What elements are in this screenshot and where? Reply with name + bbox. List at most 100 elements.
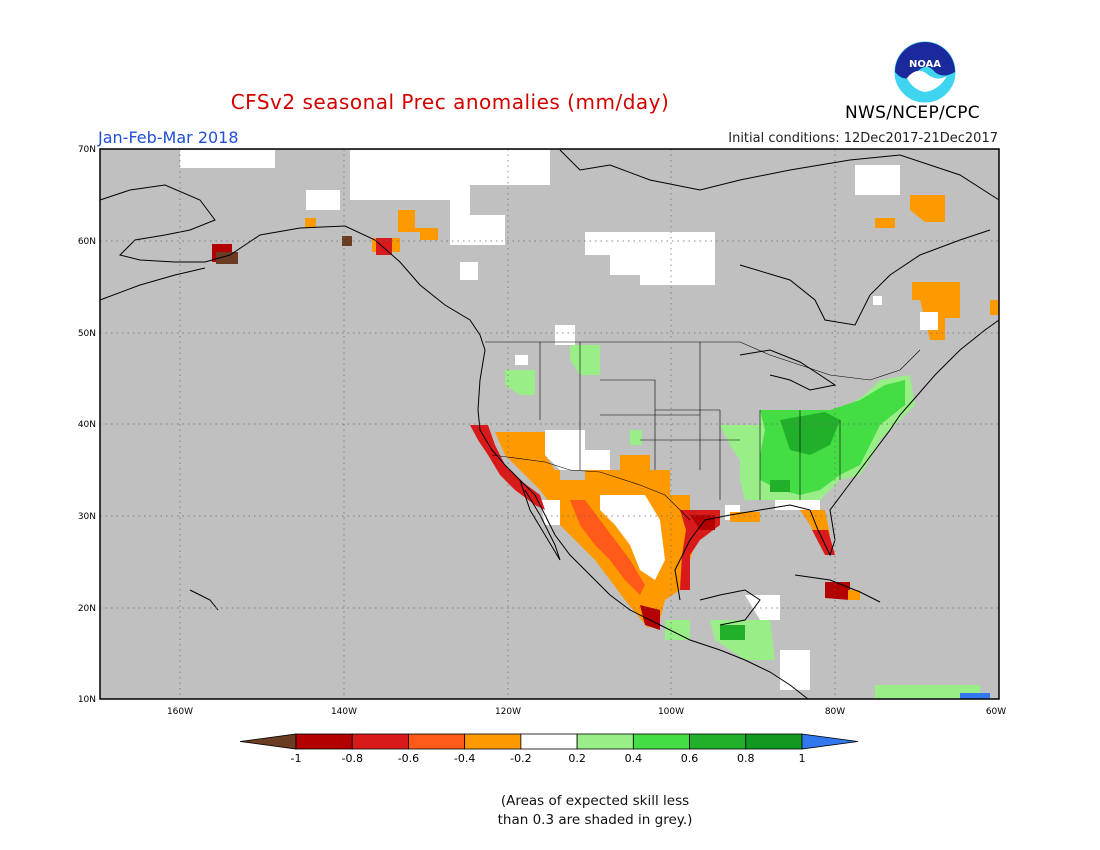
anomaly-orange-region [910, 195, 945, 222]
colorbar-tick-label: -1 [291, 752, 302, 765]
lat-label: 70N [78, 145, 96, 155]
anomaly-blue-region [960, 693, 990, 699]
lon-axis: 160W 140W 120W 100W 80W 60W [167, 707, 1006, 717]
anomaly-orange-region [305, 218, 316, 228]
chart-title: CFSv2 seasonal Prec anomalies (mm/day) [230, 90, 670, 114]
anomaly-green-light [875, 685, 980, 699]
anomaly-white-region [555, 325, 575, 345]
anomaly-green-mid [720, 625, 745, 640]
anomaly-brown-region [342, 236, 352, 246]
lat-label: 60N [78, 237, 96, 247]
anomaly-white-region [780, 650, 810, 690]
colorbar-arrow-low [239, 733, 297, 750]
state-borders [539, 342, 841, 500]
lat-label: 40N [78, 420, 96, 430]
footnote-line: (Areas of expected skill less [500, 793, 690, 809]
footnote-line: than 0.3 are shaded in grey.) [497, 812, 693, 828]
graticule [100, 149, 999, 699]
anomaly-green-dark [770, 480, 790, 492]
anomaly-green-light [505, 370, 535, 395]
anomaly-layer [180, 150, 999, 699]
colorbar-swatch [464, 733, 522, 750]
colorbar-tick-label: -0.4 [454, 752, 475, 765]
anomaly-white-region [350, 150, 550, 245]
lat-label: 30N [78, 512, 96, 522]
colorbar-swatch [689, 733, 747, 750]
coastline-hawaii [189, 589, 219, 611]
anomaly-red-region [570, 500, 645, 595]
coastline-yucatan [699, 589, 761, 626]
anomaly-white-region [745, 595, 780, 620]
lon-label: 60W [986, 707, 1006, 717]
us-mexico-border [491, 454, 691, 521]
colorbar-tick-label: -0.8 [341, 752, 362, 765]
colorbar-swatch [351, 733, 409, 750]
initial-conditions: Initial conditions: 12Dec2017-21Dec2017 [728, 131, 998, 146]
lon-label: 100W [658, 707, 684, 717]
anomaly-orange-region [730, 512, 760, 522]
anomaly-green-light [665, 620, 690, 640]
anomaly-white-region [855, 165, 900, 195]
political-borders [485, 341, 921, 521]
anomaly-orange-region [848, 590, 860, 600]
anomaly-white-region [540, 500, 560, 525]
skill-footnote: (Areas of expected skill less than 0.3 a… [0, 792, 1100, 830]
anomaly-orange-region [990, 300, 999, 315]
colorbar-tick-label: -0.6 [398, 752, 419, 765]
coastline-great-lakes [739, 349, 837, 391]
anomaly-orange-region [912, 282, 960, 340]
coastline-arctic [559, 149, 1000, 201]
anomaly-white-region [515, 355, 528, 365]
coastline-hudson-bay [739, 229, 991, 326]
coastline-west-coast [477, 349, 809, 700]
lat-label: 20N [78, 604, 96, 614]
colorbar-tick-label: 0.6 [681, 752, 699, 765]
anomaly-white-region [920, 312, 938, 330]
coastline-alaska [99, 184, 486, 351]
colorbar-swatch [576, 733, 634, 750]
anomaly-orange-region [875, 218, 895, 228]
us-canada-border [485, 341, 921, 381]
anomaly-white-region [600, 495, 665, 580]
anomaly-white-region [460, 262, 478, 280]
coastline-aleutians [99, 267, 206, 301]
colorbar-tick-label: 0.4 [625, 752, 643, 765]
lon-label: 120W [495, 707, 521, 717]
anomaly-green-dark [780, 412, 840, 455]
coastlines [99, 149, 1000, 700]
colorbar-tick-label: 0.8 [737, 752, 755, 765]
colorbar-swatch [408, 733, 466, 750]
colorbar: -1 -0.8 -0.6 -0.4 -0.2 0.2 0.4 0.6 0.8 1 [239, 733, 859, 765]
lat-axis: 70N 60N 50N 40N 30N 20N 10N [78, 145, 96, 705]
anomaly-green-light [570, 345, 600, 375]
anomaly-red-region [376, 238, 392, 255]
agency-label: NWS/NCEP/CPC [845, 103, 980, 123]
coastline-cuba [794, 574, 881, 603]
lat-label: 10N [78, 695, 96, 705]
lat-label: 50N [78, 329, 96, 339]
map-frame [99, 148, 1000, 700]
lon-label: 160W [167, 707, 193, 717]
anomaly-orange-region [398, 210, 438, 240]
colorbar-swatch [632, 733, 690, 750]
anomaly-white-region [306, 190, 340, 210]
anomaly-green-light [630, 430, 642, 445]
colorbar-tick-label: 0.2 [568, 752, 586, 765]
coastline-baja [519, 479, 561, 561]
anomaly-white-region [180, 150, 275, 168]
colorbar-swatch [745, 733, 803, 750]
colorbar-tick-label: -0.2 [510, 752, 531, 765]
forecast-period: Jan-Feb-Mar 2018 [98, 128, 239, 147]
coastline-gulf [674, 319, 1000, 601]
colorbar-tick-label: 1 [799, 752, 806, 765]
anomaly-brown-region [216, 252, 238, 264]
lon-label: 80W [825, 707, 845, 717]
anomaly-white-region [585, 232, 715, 285]
colorbar-arrow-high [801, 733, 859, 750]
lon-label: 140W [331, 707, 357, 717]
colorbar-swatch [295, 733, 353, 750]
anomaly-red-region [825, 582, 850, 600]
anomaly-red-region [640, 605, 660, 630]
anomaly-white-region [545, 430, 610, 470]
